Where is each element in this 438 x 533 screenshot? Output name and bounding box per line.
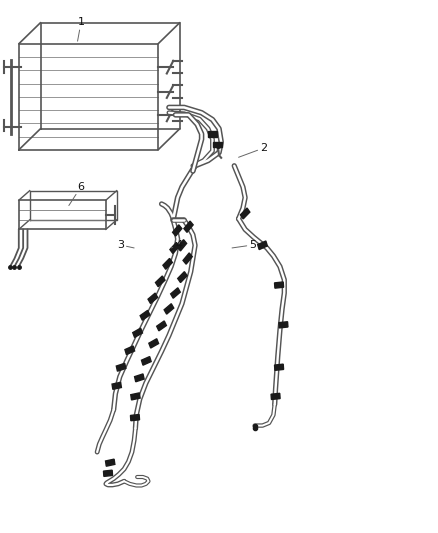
Bar xyxy=(271,393,280,400)
Bar xyxy=(103,470,113,477)
Bar xyxy=(134,374,144,382)
Text: 6: 6 xyxy=(69,182,85,206)
Bar xyxy=(106,459,115,466)
Bar xyxy=(117,364,126,371)
Bar xyxy=(149,339,159,348)
Bar xyxy=(170,243,179,254)
Bar xyxy=(157,321,166,331)
Text: 5: 5 xyxy=(232,240,257,250)
Bar xyxy=(131,393,140,400)
Bar xyxy=(279,322,288,328)
Bar xyxy=(125,346,134,354)
Bar xyxy=(258,241,267,249)
Text: 2: 2 xyxy=(239,143,268,157)
Bar xyxy=(213,142,222,147)
Bar xyxy=(178,272,187,282)
Bar xyxy=(112,382,121,389)
Bar xyxy=(140,310,150,320)
Text: 1: 1 xyxy=(78,17,85,41)
Bar xyxy=(133,328,142,337)
Bar xyxy=(177,240,187,251)
Bar xyxy=(173,225,182,236)
Bar xyxy=(275,282,283,288)
Bar xyxy=(184,221,193,232)
Bar xyxy=(240,208,250,219)
Bar xyxy=(208,131,217,136)
Bar xyxy=(148,293,158,303)
Bar xyxy=(131,415,140,421)
Bar xyxy=(171,288,180,298)
Text: 4: 4 xyxy=(171,240,183,250)
Text: 3: 3 xyxy=(117,240,134,250)
Bar xyxy=(155,276,165,287)
Bar xyxy=(275,364,283,370)
Bar xyxy=(141,357,151,365)
Bar xyxy=(183,253,192,264)
Bar xyxy=(163,259,173,269)
Bar xyxy=(164,304,174,314)
